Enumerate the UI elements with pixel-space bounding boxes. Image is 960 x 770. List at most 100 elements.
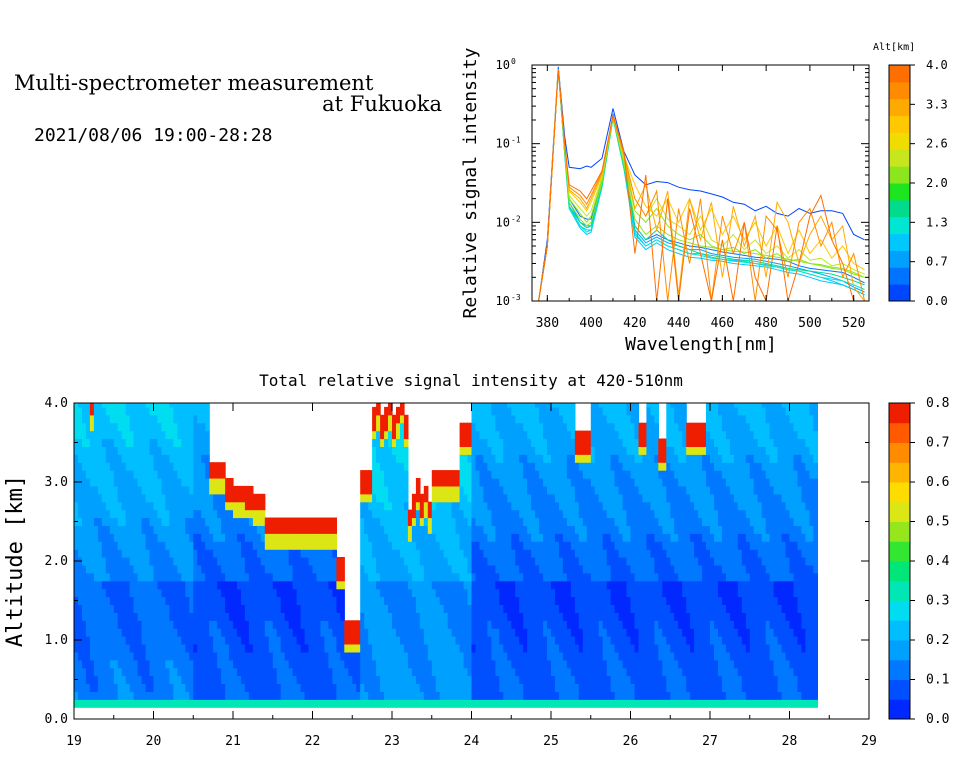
heatmap-cell <box>411 683 417 692</box>
heatmap-cell <box>388 478 393 487</box>
heatmap-cell <box>555 533 560 542</box>
heatmap-cell <box>582 651 588 661</box>
heatmap-cell <box>507 564 512 574</box>
heatmap-cell <box>495 430 500 440</box>
heatmap-cell <box>487 636 492 645</box>
heatmap-cell <box>578 525 584 534</box>
heatmap-cell <box>638 683 644 692</box>
heatmap-cell <box>157 422 163 432</box>
heatmap-cell <box>260 699 266 708</box>
heatmap-cell <box>348 667 353 677</box>
heatmap-cell <box>559 549 564 558</box>
heatmap-cell <box>93 485 99 495</box>
heatmap-cell <box>435 541 441 550</box>
heatmap-cell <box>248 612 254 621</box>
heatmap-cell <box>376 699 381 708</box>
heatmap-cell <box>384 604 389 613</box>
heatmap-cell <box>85 620 91 629</box>
heatmap-cell <box>217 549 222 558</box>
heatmap-cell <box>479 406 485 416</box>
heatmap-cell <box>173 620 178 629</box>
heatmap-cell <box>606 699 612 708</box>
heatmap-cell <box>93 446 99 455</box>
heatmap-cell <box>312 604 318 613</box>
heatmap-cell <box>566 462 572 471</box>
heatmap-cell <box>177 667 182 677</box>
heatmap-cell <box>515 454 520 463</box>
heatmap-cell <box>495 651 500 661</box>
heatmap-cell <box>237 517 242 526</box>
heatmap-cell <box>483 525 488 534</box>
heatmap-cell <box>392 557 397 566</box>
heatmap-cell <box>423 604 429 613</box>
heatmap-cell <box>113 557 119 566</box>
heatmap-cell <box>229 493 234 503</box>
heatmap-cell <box>332 675 337 684</box>
heatmap-cell <box>292 651 298 661</box>
heatmap-cell <box>153 478 159 487</box>
heatmap-cell <box>300 572 306 582</box>
heatmap-cell <box>475 430 481 440</box>
heatmap-cell <box>185 683 190 692</box>
heatmap-cell <box>566 628 572 637</box>
heatmap-cell <box>475 612 481 621</box>
heatmap-cell <box>403 580 409 590</box>
heatmap-cell <box>626 651 632 661</box>
heatmap-cell <box>539 485 544 495</box>
heatmap-cell <box>113 675 119 684</box>
heatmap-cell <box>566 533 572 542</box>
heatmap-cell <box>324 675 329 684</box>
heatmap-cell <box>547 414 552 424</box>
heatmap-cell <box>137 699 143 708</box>
heatmap-cell <box>225 628 230 637</box>
heatmap-cell <box>141 501 147 511</box>
heatmap-cell <box>133 549 139 558</box>
heatmap-cell <box>121 438 127 447</box>
heatmap-cell <box>515 462 520 471</box>
heatmap-cell <box>475 699 481 708</box>
heatmap-cell <box>121 580 127 590</box>
heatmap-cell <box>272 517 278 526</box>
heatmap-cell <box>551 580 556 590</box>
heatmap-cell <box>582 517 588 526</box>
heatmap-cell <box>479 572 485 582</box>
heatmap-cell <box>388 580 393 590</box>
heatmap-cell <box>527 454 532 463</box>
heatmap-cell <box>388 572 393 582</box>
heatmap-cell <box>105 517 111 526</box>
heatmap-cell <box>519 644 524 653</box>
heatmap-cell <box>630 675 636 684</box>
heatmap-cell <box>165 438 170 447</box>
heatmap-cell <box>296 572 302 582</box>
spectrum-x-tick-label: 420 <box>623 316 646 331</box>
heatmap-cell <box>415 517 421 526</box>
heatmap-cell <box>137 596 143 605</box>
heatmap-cell <box>543 470 548 479</box>
heatmap-cell <box>78 549 83 558</box>
heatmap-cell <box>149 675 155 684</box>
heatmap-cell <box>602 430 608 440</box>
heatmap-cell <box>455 691 461 700</box>
heatmap-cell <box>121 422 127 432</box>
heatmap-cell <box>280 667 286 677</box>
heatmap-cell <box>284 549 290 558</box>
heatmap-cell <box>153 604 159 613</box>
heatmap-cell <box>411 572 417 582</box>
heatmap-cell <box>85 659 91 669</box>
heatmap-cell <box>209 541 214 550</box>
heatmap-cell <box>459 588 465 598</box>
heatmap-cell <box>125 651 131 661</box>
heatmap-cell <box>622 509 628 519</box>
heatmap-cell <box>566 636 572 645</box>
heatmap-cell <box>165 636 170 645</box>
heatmap-cell <box>149 659 155 669</box>
heatmap-cell <box>105 509 111 519</box>
heatmap-cell <box>344 628 349 637</box>
heatmap-cell <box>173 509 178 519</box>
heatmap-cell <box>519 430 524 440</box>
heatmap-cell <box>93 675 99 684</box>
heatmap-cell <box>403 612 409 621</box>
heatmap-cell <box>264 533 270 542</box>
heatmap-cell <box>475 525 481 534</box>
heatmap-cell <box>555 651 560 661</box>
